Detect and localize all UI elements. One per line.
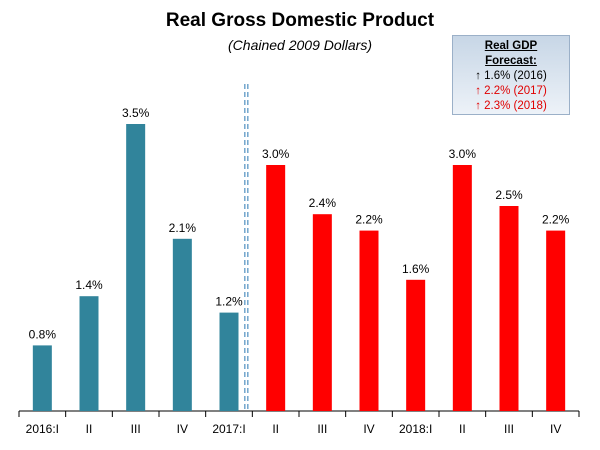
bar-11: [546, 230, 566, 411]
bar-value-label: 2.5%: [495, 188, 523, 202]
x-tick-label: IV: [550, 422, 561, 436]
chart-subtitle: (Chained 2009 Dollars): [228, 37, 372, 53]
bar-9: [452, 165, 472, 411]
forecast-line-2017: ↑ 2.2% (2017): [475, 85, 547, 97]
bar-value-label: 3.5%: [122, 106, 150, 120]
x-tick-label: IV: [177, 422, 188, 436]
bar-1: [79, 296, 99, 411]
chart-title: Real Gross Domestic Product: [165, 10, 435, 31]
bar-value-label: 1.4%: [75, 278, 103, 292]
bar-value-label: 3.0%: [449, 147, 477, 161]
x-tick-label: II: [272, 422, 279, 436]
bar-0: [32, 345, 52, 411]
bar-value-label: 1.2%: [215, 295, 243, 309]
x-tick-label: 2016:I: [26, 422, 59, 436]
forecast-line-2018: ↑ 2.3% (2018): [475, 100, 547, 112]
bar-5: [266, 165, 286, 411]
bar-value-label: 3.0%: [262, 147, 290, 161]
bar-value-label: 2.4%: [309, 196, 337, 210]
bar-3: [172, 238, 192, 411]
x-tick-label: III: [131, 422, 141, 436]
x-tick-label: 2018:I: [399, 422, 432, 436]
x-tick-label: III: [317, 422, 327, 436]
bar-7: [359, 230, 379, 411]
bar-8: [406, 279, 426, 411]
bar-10: [499, 206, 519, 411]
bar-value-label: 1.6%: [402, 262, 430, 276]
bar-2: [126, 124, 146, 411]
bar-value-label: 2.2%: [355, 213, 383, 227]
forecast-box: Real GDP Forecast: ↑ 1.6% (2016) ↑ 2.2% …: [452, 35, 570, 115]
x-tick-label: III: [504, 422, 514, 436]
x-tick-label: IV: [363, 422, 374, 436]
bar-value-label: 0.8%: [29, 327, 57, 341]
bar-value-label: 2.1%: [169, 221, 197, 235]
bar-4: [219, 312, 239, 411]
x-tick-label: II: [459, 422, 466, 436]
x-tick-label: II: [86, 422, 93, 436]
forecast-line-2016: ↑ 1.6% (2016): [475, 70, 547, 82]
forecast-title-line1: Real GDP: [484, 40, 538, 52]
x-tick-label: 2017:I: [212, 422, 245, 436]
bar-6: [312, 214, 332, 411]
forecast-title-line2: Forecast:: [485, 55, 537, 67]
bar-value-label: 2.2%: [542, 213, 570, 227]
